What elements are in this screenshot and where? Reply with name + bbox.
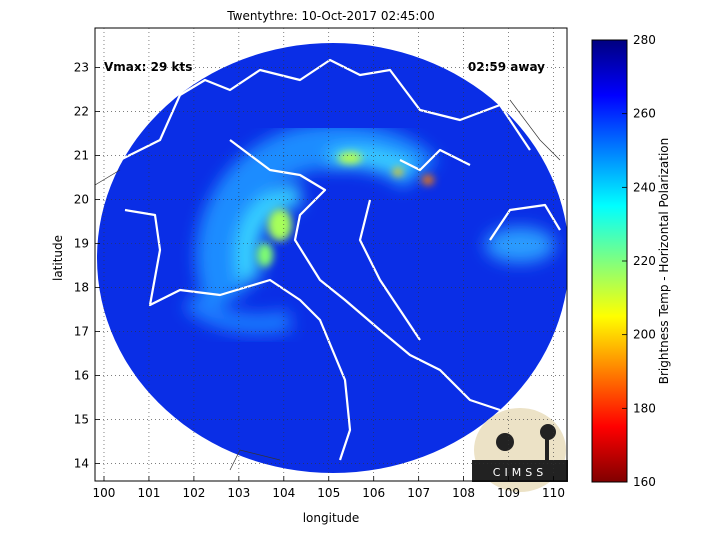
y-tick-label: 14: [74, 456, 89, 470]
x-tick-label: 109: [497, 486, 520, 500]
y-tick-label: 15: [74, 412, 89, 426]
logo-text: CIMSS: [493, 466, 547, 479]
x-tick-label: 100: [93, 486, 116, 500]
annotation: Vmax: 29 kts: [104, 60, 192, 74]
colorbar-tick-label: 220: [633, 254, 656, 268]
y-tick-label: 21: [74, 149, 89, 163]
colorbar-label: Brightness Temp - Horizontal Polarizatio…: [657, 138, 671, 385]
x-tick-label: 106: [362, 486, 385, 500]
colorbar-tick-label: 240: [633, 180, 656, 194]
y-tick-label: 17: [74, 324, 89, 338]
x-axis-label: longitude: [303, 511, 360, 525]
y-tick-label: 19: [74, 237, 89, 251]
x-tick-label: 103: [227, 486, 250, 500]
chart-title: Twentythre: 10-Oct-2017 02:45:00: [226, 9, 434, 23]
x-tick-label: 107: [407, 486, 430, 500]
x-tick-label: 110: [542, 486, 565, 500]
annotation: 02:59 away: [468, 60, 545, 74]
y-tick-label: 20: [74, 193, 89, 207]
y-tick-label: 16: [74, 368, 89, 382]
colorbar: [591, 39, 628, 483]
x-tick-label: 102: [182, 486, 205, 500]
y-tick-label: 22: [74, 105, 89, 119]
colorbar-tick-label: 160: [633, 475, 656, 489]
x-tick-label: 104: [272, 486, 295, 500]
colorbar-tick-label: 280: [633, 33, 656, 47]
colorbar-tick-label: 260: [633, 107, 656, 121]
colorbar-tick-label: 200: [633, 328, 656, 342]
x-tick-label: 108: [452, 486, 475, 500]
plot-frame: [94, 27, 568, 482]
y-axis-label: latitude: [51, 235, 65, 281]
satellite-image: [95, 43, 567, 473]
colorbar-tick-label: 180: [633, 401, 656, 415]
x-tick-label: 101: [137, 486, 160, 500]
cimss-logo: CIMSS: [472, 408, 568, 492]
x-tick-label: 105: [317, 486, 340, 500]
y-tick-label: 23: [74, 61, 89, 75]
y-tick-label: 18: [74, 280, 89, 294]
